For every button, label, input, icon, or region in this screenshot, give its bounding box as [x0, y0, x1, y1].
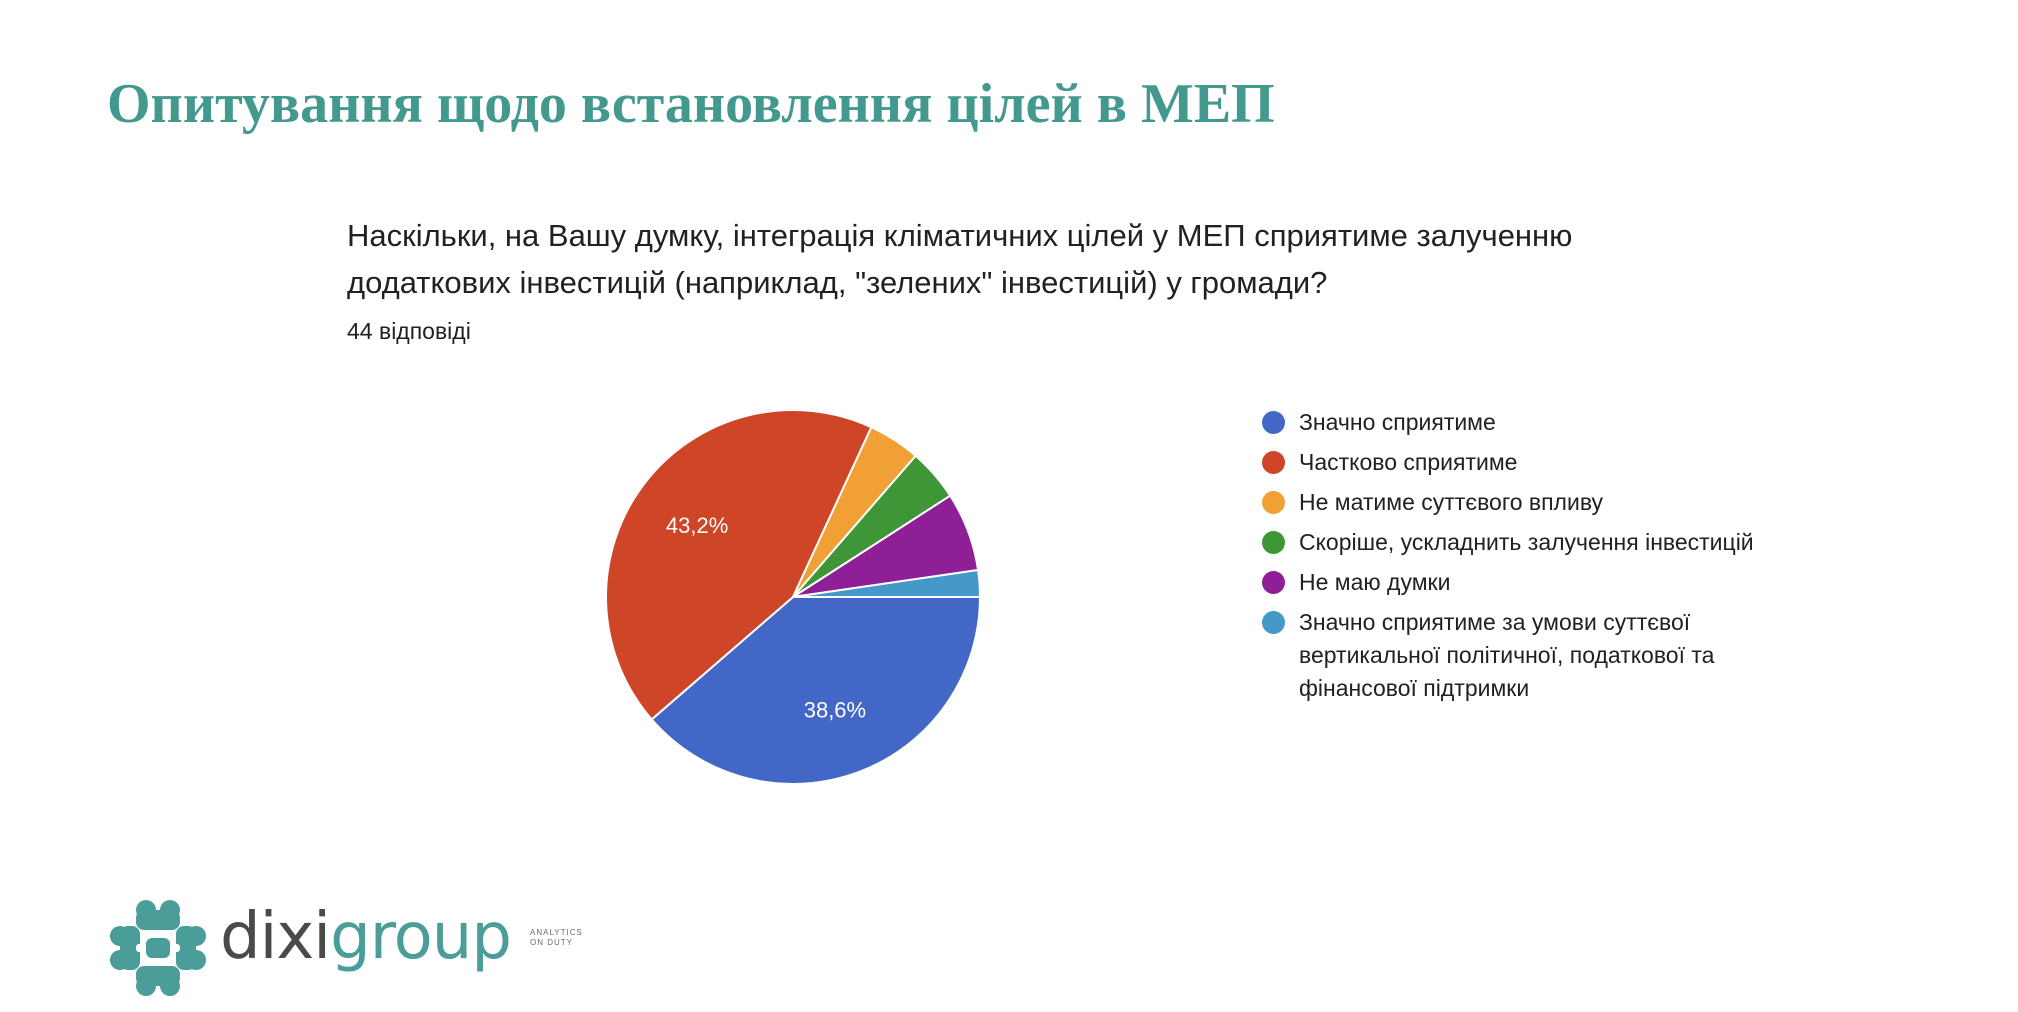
legend-item-3: Не матиме суттєвого впливу	[1262, 486, 1822, 519]
legend-swatch-1	[1262, 411, 1285, 434]
dixigroup-logo-icon	[110, 900, 206, 996]
legend-item-2: Частково сприятиме	[1262, 446, 1822, 479]
legend-swatch-4	[1262, 531, 1285, 554]
legend-label-2: Частково сприятиме	[1299, 449, 1518, 475]
chart-question: Наскільки, на Вашу думку, інтеграція клі…	[347, 212, 1747, 306]
legend-item-4: Скоріше, ускладнить залучення інвестицій	[1262, 526, 1822, 559]
chart-legend: Значно сприятиме Частково сприятиме Не мат…	[1262, 406, 1822, 712]
legend-swatch-2	[1262, 451, 1285, 474]
legend-label-3: Не матиме суттєвого впливу	[1299, 489, 1604, 515]
pie-data-label-2: 43,2%	[666, 513, 728, 538]
chart-title-line-2: додаткових інвестицій (наприклад, "зелен…	[347, 265, 1328, 300]
logo-name-dixi: dixi	[220, 900, 331, 974]
pie-slice-6	[792, 568, 982, 598]
legend-label-6: Значно сприятиме за умови суттєвої верти…	[1299, 609, 1715, 701]
logo-tagline: ANALYTICS ON DUTY	[530, 928, 583, 947]
legend-item-6: Значно сприятиме за умови суттєвої верти…	[1262, 606, 1822, 705]
legend-label-1: Значно сприятиме	[1299, 409, 1496, 435]
legend-label-4: Скоріше, ускладнить залучення інвестицій	[1299, 529, 1754, 555]
pie-slice-1	[650, 596, 982, 785]
logo-name-group: group	[330, 900, 512, 974]
legend-swatch-5	[1262, 571, 1285, 594]
pie-slice-2	[605, 409, 873, 721]
legend-item-5: Не маю думки	[1262, 566, 1822, 599]
legend-swatch-6	[1262, 611, 1285, 634]
legend-label-5: Не маю думки	[1299, 569, 1451, 595]
chart-title-line-1: Наскільки, на Вашу думку, інтеграція клі…	[347, 218, 1573, 253]
legend-swatch-3	[1262, 491, 1285, 514]
logo-wordmark: dixigroup	[220, 900, 512, 974]
response-count: 44 відповіді	[347, 318, 471, 344]
pie-data-label-1: 38,6%	[804, 697, 866, 722]
dixigroup-logo: dixigroup ANALYTICS ON DUTY	[108, 898, 608, 998]
legend-item-1: Значно сприятиме	[1262, 406, 1822, 439]
slide-title: Опитування щодо встановлення цілей в МЕП	[107, 73, 1275, 135]
